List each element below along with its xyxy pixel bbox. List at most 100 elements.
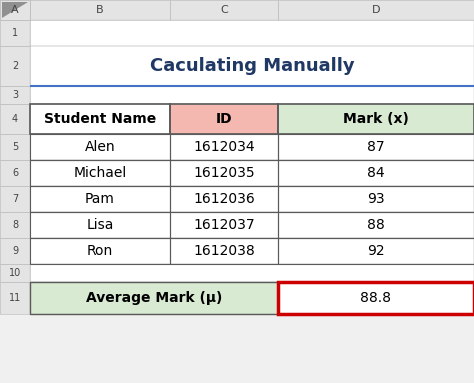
Bar: [30, 212, 474, 238]
Text: Ron: Ron: [87, 244, 113, 258]
Text: Caculating Manually: Caculating Manually: [150, 57, 354, 75]
Text: 87: 87: [367, 140, 385, 154]
Text: 1612036: 1612036: [193, 192, 255, 206]
Text: Student Name: Student Name: [44, 112, 156, 126]
Bar: [278, 212, 474, 238]
Text: 9: 9: [12, 246, 18, 256]
Bar: [0, 264, 30, 282]
Text: 84: 84: [367, 166, 385, 180]
Bar: [0, 0, 30, 20]
Bar: [30, 282, 474, 314]
Text: 92: 92: [367, 244, 385, 258]
Bar: [0, 160, 30, 186]
Bar: [278, 186, 474, 212]
Bar: [30, 86, 474, 104]
Bar: [30, 186, 474, 212]
Bar: [30, 104, 474, 134]
Bar: [30, 212, 170, 238]
Bar: [278, 238, 474, 264]
Bar: [0, 212, 30, 238]
Text: C: C: [220, 5, 228, 15]
Text: Alen: Alen: [85, 140, 115, 154]
Bar: [0, 238, 30, 264]
Bar: [170, 186, 278, 212]
Bar: [278, 186, 474, 212]
Text: Michael: Michael: [73, 166, 127, 180]
Bar: [30, 160, 474, 186]
Bar: [30, 186, 170, 212]
Bar: [170, 238, 278, 264]
Bar: [30, 238, 474, 264]
Text: D: D: [372, 5, 380, 15]
Text: 1612034: 1612034: [193, 140, 255, 154]
Bar: [30, 160, 474, 186]
Bar: [30, 186, 170, 212]
Bar: [170, 104, 278, 134]
Bar: [30, 238, 170, 264]
Text: 1612037: 1612037: [193, 218, 255, 232]
Bar: [0, 86, 30, 104]
Text: 11: 11: [9, 293, 21, 303]
Bar: [30, 46, 474, 86]
Bar: [170, 212, 278, 238]
Bar: [30, 282, 278, 314]
Bar: [278, 0, 474, 20]
Bar: [30, 238, 474, 264]
Bar: [30, 212, 170, 238]
Bar: [30, 104, 170, 134]
Bar: [30, 282, 278, 314]
Bar: [278, 0, 474, 20]
Bar: [170, 212, 278, 238]
Bar: [170, 104, 278, 134]
Bar: [30, 160, 170, 186]
Text: A: A: [11, 5, 19, 15]
Text: Average Mark (μ): Average Mark (μ): [86, 291, 222, 305]
Bar: [0, 104, 30, 134]
Bar: [0, 264, 30, 282]
Bar: [0, 104, 30, 134]
Text: 88: 88: [367, 218, 385, 232]
Text: 1612035: 1612035: [193, 166, 255, 180]
Bar: [278, 104, 474, 134]
Bar: [30, 264, 474, 282]
Bar: [0, 86, 30, 104]
Bar: [0, 46, 30, 86]
Bar: [278, 282, 474, 314]
Bar: [0, 20, 30, 46]
Bar: [278, 282, 474, 314]
Bar: [30, 134, 170, 160]
Bar: [0, 186, 30, 212]
Bar: [278, 282, 474, 314]
Bar: [30, 104, 474, 134]
Bar: [30, 134, 474, 160]
Bar: [170, 0, 278, 20]
Text: 7: 7: [12, 194, 18, 204]
Bar: [30, 238, 170, 264]
Bar: [30, 212, 474, 238]
Text: 88.8: 88.8: [361, 291, 392, 305]
Text: 3: 3: [12, 90, 18, 100]
Bar: [278, 134, 474, 160]
Text: 4: 4: [12, 114, 18, 124]
Bar: [170, 186, 278, 212]
Text: Lisa: Lisa: [86, 218, 114, 232]
Bar: [0, 134, 30, 160]
Bar: [30, 282, 474, 314]
Bar: [30, 20, 474, 46]
Bar: [30, 0, 170, 20]
Text: 8: 8: [12, 220, 18, 230]
Bar: [170, 134, 278, 160]
Bar: [0, 0, 30, 20]
Polygon shape: [2, 2, 28, 18]
Bar: [0, 282, 30, 314]
Text: 5: 5: [12, 142, 18, 152]
Text: B: B: [96, 5, 104, 15]
Bar: [30, 134, 170, 160]
Bar: [0, 20, 30, 46]
Bar: [0, 212, 30, 238]
Bar: [170, 160, 278, 186]
Text: 1612038: 1612038: [193, 244, 255, 258]
Text: 2: 2: [12, 61, 18, 71]
Bar: [170, 160, 278, 186]
Bar: [278, 160, 474, 186]
